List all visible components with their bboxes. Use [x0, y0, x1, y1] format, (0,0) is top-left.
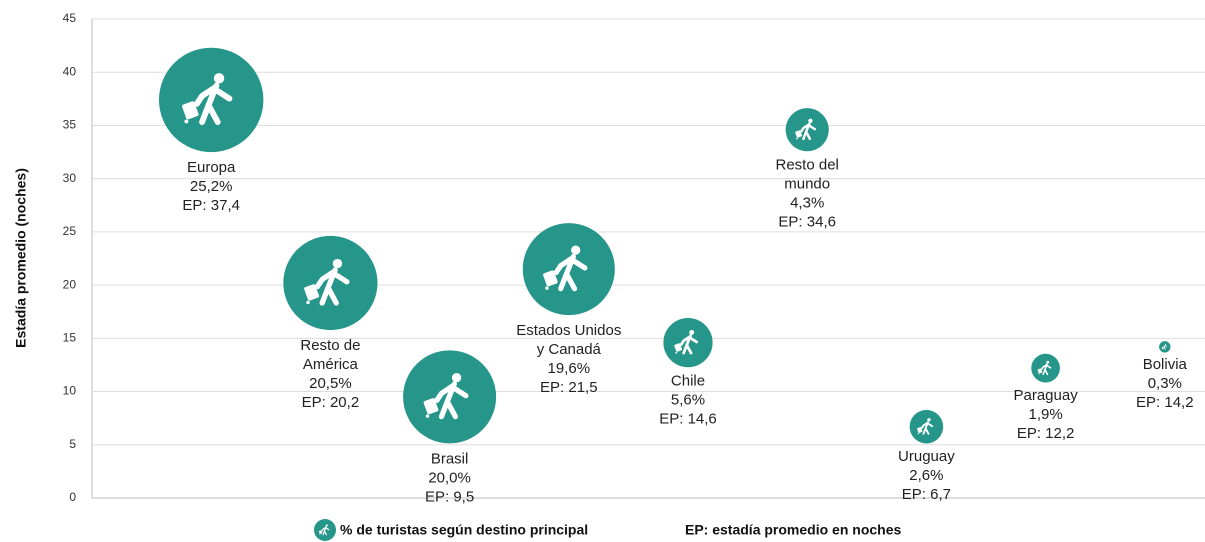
bubble-group [283, 235, 378, 331]
category-label: Chile [671, 373, 705, 390]
y-axis-title: Estadía promedio (noches) [13, 168, 29, 348]
size-label: 19,6% [548, 360, 591, 377]
size-label: 1,9% [1028, 406, 1062, 423]
value-label: EP: 12,2 [1017, 425, 1075, 442]
value-label: EP: 37,4 [182, 197, 240, 214]
size-label: 25,2% [190, 178, 233, 195]
value-label: EP: 14,6 [659, 411, 717, 428]
bubble-group [522, 223, 615, 316]
size-label: 4,3% [790, 194, 824, 211]
bubble-group [1159, 341, 1171, 353]
category-label: mundo [784, 175, 830, 192]
y-tick-label: 25 [63, 224, 77, 238]
value-label: EP: 9,5 [425, 488, 474, 505]
y-tick-label: 10 [63, 384, 77, 398]
size-label: 2,6% [909, 467, 943, 484]
value-label: EP: 20,2 [302, 394, 360, 411]
bubble-group [785, 108, 829, 152]
category-label: Estados Unidos [516, 322, 621, 339]
category-label: Europa [187, 159, 236, 176]
bubble-group [663, 317, 713, 368]
category-label: Uruguay [898, 448, 955, 465]
value-label: EP: 21,5 [540, 379, 598, 396]
size-label: 5,6% [671, 392, 705, 409]
category-label: Brasil [431, 450, 469, 467]
y-tick-label: 45 [63, 11, 77, 25]
legend-label: % de turistas según destino principal [340, 522, 588, 538]
size-label: 0,3% [1148, 375, 1182, 392]
bubble-group [158, 47, 264, 153]
y-tick-label: 20 [63, 277, 77, 291]
category-label: Resto del [776, 156, 839, 173]
value-label: EP: 6,7 [902, 486, 951, 503]
size-label: 20,0% [428, 469, 471, 486]
bubble-group [403, 350, 497, 444]
value-label: EP: 34,6 [778, 213, 836, 230]
category-label: América [303, 356, 359, 373]
y-tick-label: 30 [63, 171, 77, 185]
y-tick-label: 35 [63, 118, 77, 132]
y-tick-label: 5 [69, 437, 76, 451]
category-label: Paraguay [1013, 387, 1078, 404]
category-label: Resto de [300, 337, 360, 354]
y-tick-label: 40 [63, 64, 77, 78]
y-tick-label: 0 [69, 490, 76, 504]
legend: % de turistas según destino principal EP:… [314, 519, 901, 541]
category-label: y Canadá [537, 341, 602, 358]
value-label: EP: 14,2 [1136, 394, 1194, 411]
legend-label: EP: estadía promedio en noches [685, 522, 901, 538]
category-label: Bolivia [1143, 356, 1188, 373]
size-label: 20,5% [309, 375, 352, 392]
y-tick-label: 15 [63, 331, 77, 345]
bubble-group [1031, 353, 1060, 383]
bubble-group [909, 409, 944, 444]
